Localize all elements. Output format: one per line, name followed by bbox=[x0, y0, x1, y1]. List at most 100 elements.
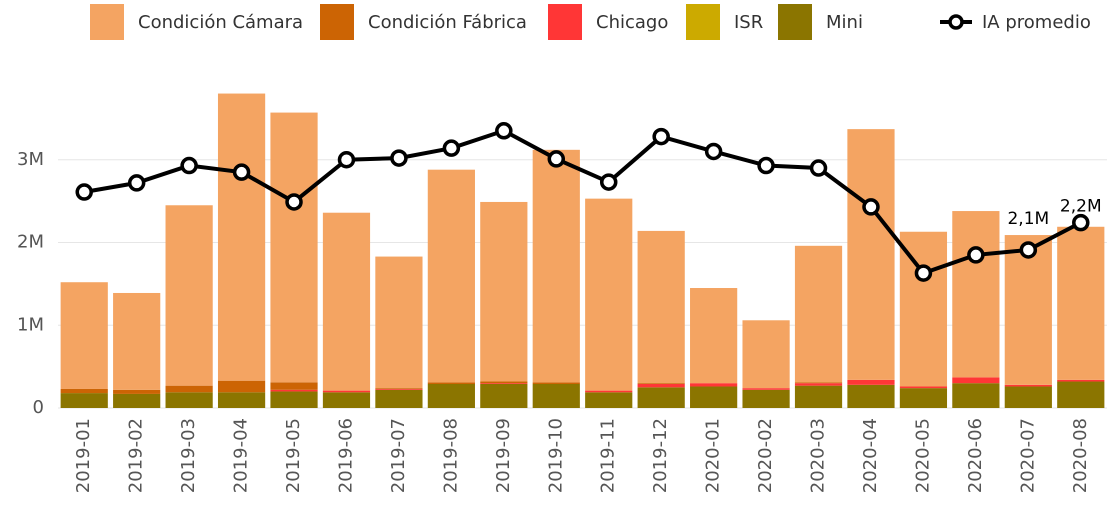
legend-marker bbox=[948, 14, 964, 30]
bar-segment bbox=[899, 388, 948, 408]
line-marker bbox=[337, 151, 356, 169]
line-marker bbox=[75, 183, 93, 201]
bar-segment bbox=[742, 320, 790, 389]
legend-swatch bbox=[548, 4, 582, 40]
annotation: 2,2M bbox=[1060, 197, 1102, 217]
x-tick-label: 2019-09 bbox=[493, 418, 514, 493]
x-tick-label: 2019-05 bbox=[283, 418, 304, 493]
bar-segment bbox=[794, 383, 843, 386]
bar-segment bbox=[217, 93, 266, 381]
bar-segment bbox=[532, 384, 580, 408]
bar-segment bbox=[899, 231, 948, 387]
bar-segment bbox=[1057, 381, 1105, 408]
bar-segment bbox=[690, 288, 738, 384]
bar-segment bbox=[690, 383, 738, 387]
line-marker bbox=[1019, 241, 1038, 259]
bar-segment bbox=[847, 379, 895, 385]
legend-label: ISR bbox=[734, 12, 763, 33]
line-marker bbox=[285, 193, 303, 211]
bar-segment bbox=[952, 383, 1000, 408]
bar-segment bbox=[480, 383, 528, 385]
x-tick-label: 2020-01 bbox=[703, 418, 724, 493]
bar-segment bbox=[637, 384, 685, 388]
legend-swatch bbox=[778, 4, 812, 40]
x-tick-label: 2020-08 bbox=[1070, 418, 1091, 493]
bar-segment bbox=[794, 382, 843, 384]
x-tick-label: 2020-04 bbox=[860, 418, 881, 493]
line-marker bbox=[652, 127, 670, 146]
bar-segment bbox=[794, 245, 843, 383]
x-tick-label: 2019-01 bbox=[73, 418, 94, 493]
bar-segment bbox=[322, 392, 371, 408]
bar-segment bbox=[60, 282, 108, 389]
bar-segment bbox=[847, 384, 895, 408]
bar-segment bbox=[427, 169, 475, 383]
annotation: 2,1M bbox=[1007, 209, 1049, 229]
x-tick-label: 2019-02 bbox=[126, 418, 147, 493]
bar-segment bbox=[270, 112, 318, 383]
y-tick-label: 1M bbox=[17, 314, 44, 335]
bar-segment bbox=[165, 385, 213, 393]
line bbox=[83, 128, 1082, 276]
legend-label: IA promedio bbox=[982, 12, 1091, 33]
line-marker bbox=[547, 150, 566, 168]
bar-segment bbox=[585, 198, 633, 391]
legend-swatch bbox=[686, 4, 720, 40]
bar-segment bbox=[165, 205, 213, 386]
line-marker bbox=[967, 246, 985, 264]
line-marker bbox=[862, 198, 880, 216]
bar-segment bbox=[375, 388, 423, 389]
x-tick-label: 2019-08 bbox=[440, 418, 461, 493]
bar-segment bbox=[952, 377, 1000, 384]
bar-segment bbox=[480, 201, 528, 382]
bar-segment bbox=[585, 392, 633, 408]
x-tick-label: 2019-04 bbox=[231, 418, 252, 493]
bar-segment bbox=[322, 390, 371, 393]
bar-segment bbox=[270, 382, 318, 390]
bar-segment bbox=[480, 384, 528, 408]
x-tick-label: 2020-03 bbox=[808, 418, 829, 493]
bar-segment bbox=[60, 388, 108, 394]
bar-segment bbox=[899, 386, 948, 389]
bar-segment bbox=[637, 387, 685, 408]
bar-segment bbox=[60, 393, 108, 408]
x-tick-label: 2019-03 bbox=[178, 418, 199, 493]
x-tick-label: 2019-07 bbox=[388, 418, 409, 493]
bar-segment bbox=[637, 383, 685, 385]
bar-segment bbox=[742, 389, 790, 408]
x-tick-label: 2019-11 bbox=[598, 418, 619, 493]
legend-label: Chicago bbox=[596, 12, 668, 33]
bar-segment bbox=[742, 388, 790, 390]
bar-segment bbox=[532, 149, 580, 383]
bar-segment bbox=[847, 129, 895, 380]
line-marker bbox=[757, 156, 775, 175]
x-tick-label: 2020-02 bbox=[755, 418, 776, 493]
legend-label: Condición Cámara bbox=[138, 12, 303, 33]
legend-label: Condición Fábrica bbox=[368, 12, 527, 33]
bar-segment bbox=[585, 390, 633, 393]
x-tick-label: 2020-07 bbox=[1017, 418, 1038, 493]
bar-segment bbox=[1004, 235, 1052, 385]
bar-segment bbox=[113, 393, 161, 408]
x-tick-label: 2019-06 bbox=[335, 418, 356, 493]
y-tick-label: 2M bbox=[17, 232, 44, 253]
x-tick-label: 2020-05 bbox=[912, 418, 933, 493]
bar-segment bbox=[375, 388, 423, 390]
bar-segment bbox=[690, 386, 738, 408]
bar-segment bbox=[480, 381, 528, 384]
bar-segment bbox=[794, 385, 843, 408]
bar-segment bbox=[113, 292, 161, 390]
line-marker bbox=[914, 264, 933, 282]
line-marker bbox=[1072, 213, 1090, 232]
bar-segment bbox=[427, 384, 475, 408]
bar-segment bbox=[270, 391, 318, 408]
bar-segment bbox=[1057, 379, 1105, 382]
x-tick-label: 2019-10 bbox=[545, 418, 566, 493]
line-marker bbox=[232, 163, 251, 181]
y-tick-label: 3M bbox=[17, 149, 44, 170]
bar-segment bbox=[270, 389, 318, 392]
bar-segment bbox=[1004, 384, 1052, 387]
bar-segment bbox=[375, 389, 423, 408]
bar-segment bbox=[322, 212, 371, 391]
line-marker bbox=[495, 122, 513, 140]
